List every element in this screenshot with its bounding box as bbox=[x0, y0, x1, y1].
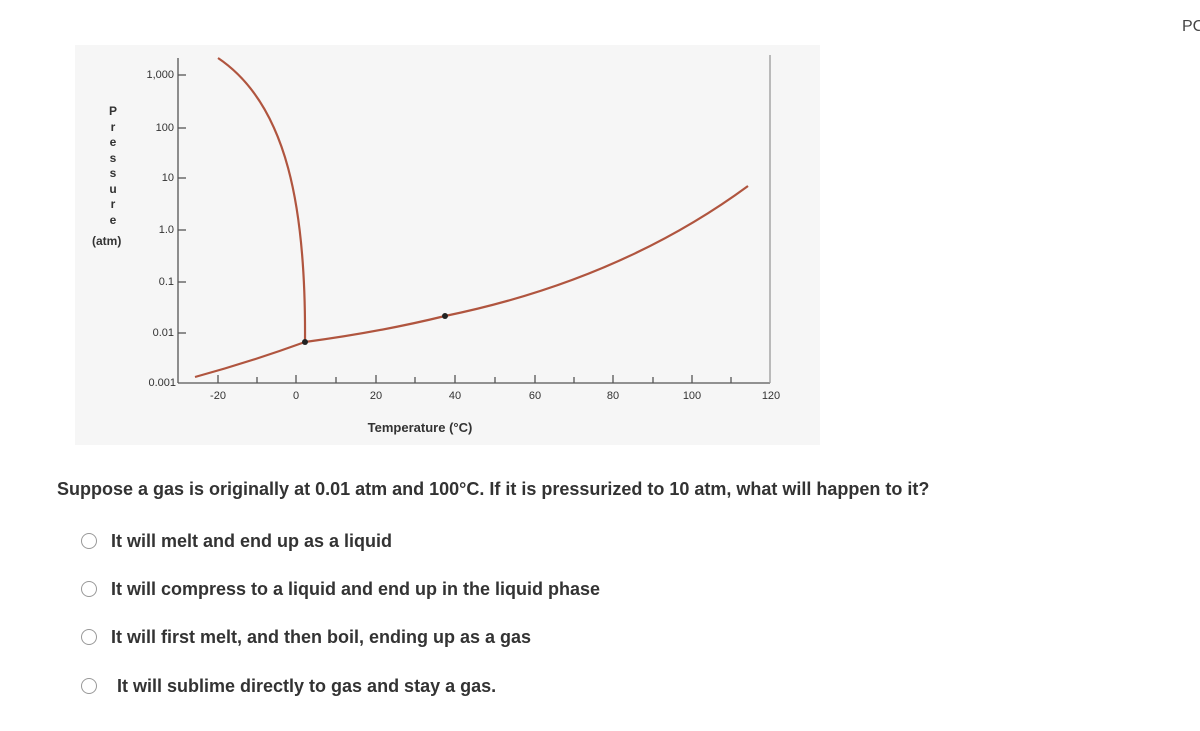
phase-diagram: 1,000 100 10 1.0 0.1 0.01 0.001 -20 0 20… bbox=[146, 55, 780, 435]
figure bbox=[75, 45, 820, 445]
radio-button[interactable] bbox=[81, 629, 97, 645]
option-text: It will melt and end up as a liquid bbox=[111, 530, 393, 551]
y-axis-unit: (atm) bbox=[92, 234, 122, 248]
sublimation-curve bbox=[194, 340, 306, 379]
y-ticks bbox=[178, 74, 186, 334]
option[interactable]: It will sublime directly to gas and stay… bbox=[81, 674, 496, 698]
radio-button[interactable] bbox=[81, 533, 97, 549]
y-tick-label: 10 bbox=[162, 172, 174, 184]
option-text: It will first melt, and then boil, endin… bbox=[111, 626, 532, 647]
point bbox=[442, 313, 448, 319]
melting-curve bbox=[217, 57, 307, 343]
vaporization-curve bbox=[304, 185, 749, 344]
question: Suppose a gas is originally at 0.01 atm … bbox=[57, 479, 930, 499]
option[interactable]: It will compress to a liquid and end up … bbox=[81, 577, 600, 601]
x-tick-label: 80 bbox=[607, 390, 619, 402]
option[interactable]: It will melt and end up as a liquid bbox=[81, 529, 392, 553]
y-tick-label: 0.001 bbox=[148, 377, 176, 389]
x-tick-label: -20 bbox=[210, 390, 226, 402]
option-text: It will sublime directly to gas and stay… bbox=[117, 675, 497, 696]
y-tick-label: 1,000 bbox=[146, 69, 174, 81]
x-tick-label: 60 bbox=[529, 390, 541, 402]
y-tick-label: 100 bbox=[156, 122, 174, 134]
option[interactable]: It will first melt, and then boil, endin… bbox=[81, 625, 531, 649]
radio-button[interactable] bbox=[81, 581, 97, 597]
radio-button[interactable] bbox=[81, 678, 97, 694]
triple-point bbox=[302, 339, 308, 345]
x-tick-label: 100 bbox=[683, 390, 701, 402]
x-axis-title: Temperature (°C) bbox=[368, 420, 473, 435]
option-text: It will compress to a liquid and end up … bbox=[111, 578, 601, 599]
x-tick-label: 120 bbox=[762, 390, 780, 402]
y-tick-label: 0.1 bbox=[159, 276, 174, 288]
x-tick-label: 40 bbox=[449, 390, 461, 402]
y-tick-label: 1.0 bbox=[159, 224, 174, 236]
x-tick-label: 0 bbox=[293, 390, 299, 402]
x-ticks bbox=[217, 375, 732, 383]
y-tick-label: 0.01 bbox=[153, 327, 174, 339]
corner-label: PC bbox=[1182, 18, 1200, 35]
x-tick-label: 20 bbox=[370, 390, 382, 402]
y-axis-title: Pressure bbox=[108, 104, 117, 227]
